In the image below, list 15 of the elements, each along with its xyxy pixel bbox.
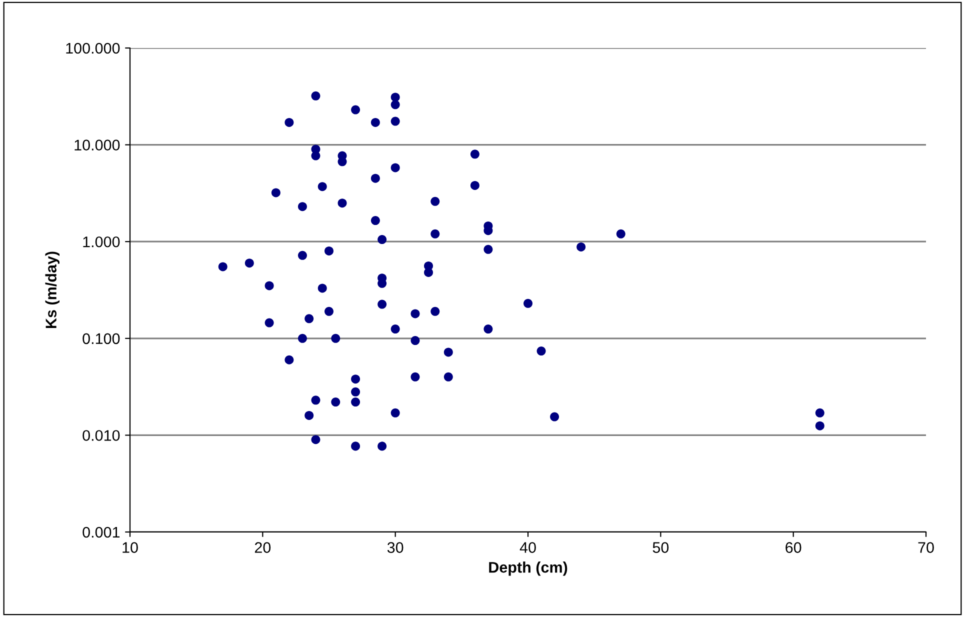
y-axis-title: Ks (m/day) bbox=[45, 252, 60, 328]
y-tick-label: 1.000 bbox=[83, 236, 120, 248]
x-tick-label: 60 bbox=[786, 542, 802, 553]
y-tick-label: 10.000 bbox=[74, 140, 120, 150]
x-tick-label: 10 bbox=[122, 542, 138, 553]
x-tick-label: 40 bbox=[520, 542, 536, 553]
y-tick-label: 100.000 bbox=[66, 42, 120, 54]
y-tick-label: 0.010 bbox=[82, 430, 120, 441]
x-tick-label: 50 bbox=[652, 542, 669, 553]
x-axis-title: Depth (cm) bbox=[489, 562, 568, 576]
x-tick-label: 20 bbox=[254, 542, 271, 553]
y-tick-label: 0.100 bbox=[82, 333, 120, 344]
y-tick-label: 0.001 bbox=[82, 526, 120, 538]
x-tick-label: 70 bbox=[918, 542, 934, 553]
x-tick-label: 30 bbox=[387, 542, 404, 553]
